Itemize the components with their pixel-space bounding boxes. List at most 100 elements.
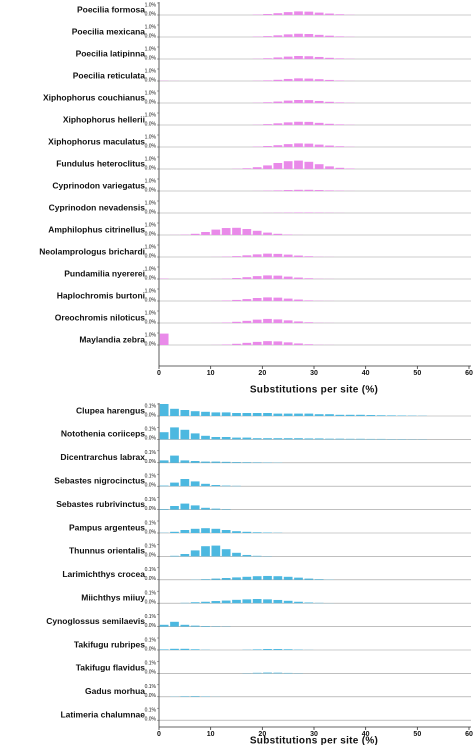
bar xyxy=(294,299,303,301)
x-tick-label: 60 xyxy=(465,731,473,738)
y-tick-label: 0.0% xyxy=(145,55,157,61)
bar xyxy=(273,672,283,674)
bar xyxy=(190,602,200,604)
bar xyxy=(201,435,210,440)
bar xyxy=(273,438,283,440)
bar xyxy=(221,461,231,463)
y-tick-label: 0.0% xyxy=(145,717,157,723)
bar xyxy=(252,649,262,650)
bar xyxy=(252,555,262,557)
species-label: Takifugu flavidus xyxy=(76,663,146,673)
bar xyxy=(273,79,283,81)
y-tick-label: 0.0% xyxy=(145,187,157,193)
x-tick-label: 60 xyxy=(465,370,473,377)
y-tick-label: 0.0% xyxy=(145,412,157,418)
bar xyxy=(345,438,355,440)
y-tick-label: 1.0% xyxy=(145,112,157,118)
bar xyxy=(294,413,303,416)
bar xyxy=(294,11,303,15)
bar xyxy=(159,333,169,345)
bar xyxy=(273,253,283,257)
bar xyxy=(263,297,272,301)
species-label: Poecilia formosa xyxy=(77,4,145,14)
species-label: Sebastes rubrivinctus xyxy=(56,499,145,509)
bar xyxy=(356,414,365,416)
bar xyxy=(190,505,200,510)
species-label: Cynoglossus semilaevis xyxy=(46,616,145,626)
bar xyxy=(180,554,190,557)
bar xyxy=(180,530,190,533)
bar xyxy=(273,599,283,604)
species-label: Gadus morhua xyxy=(85,686,145,696)
bar xyxy=(170,531,179,533)
bar xyxy=(335,146,345,147)
bar xyxy=(273,649,283,650)
bar xyxy=(221,600,231,604)
bar xyxy=(283,649,293,650)
bar xyxy=(242,342,252,345)
bar xyxy=(242,229,252,235)
bar xyxy=(325,123,334,125)
bar xyxy=(242,576,252,580)
bar xyxy=(283,342,293,345)
y-tick-label: 0.0% xyxy=(145,297,157,303)
bar xyxy=(314,34,324,37)
bar xyxy=(232,278,241,279)
bar xyxy=(190,625,200,627)
bar xyxy=(335,438,345,440)
bar xyxy=(304,143,314,147)
y-tick-label: 0.1% xyxy=(145,661,157,667)
bar xyxy=(159,649,169,650)
bar xyxy=(283,298,293,301)
bar xyxy=(211,578,221,580)
species-label: Poecilia latipinna xyxy=(76,48,146,58)
y-tick-label: 0.0% xyxy=(145,99,157,105)
bar xyxy=(242,413,252,416)
bar xyxy=(242,554,252,557)
bar xyxy=(294,321,303,323)
species-label: Amphilophus citrinellus xyxy=(48,224,145,234)
bar xyxy=(273,13,283,15)
y-tick-label: 0.0% xyxy=(145,231,157,237)
y-tick-label: 0.0% xyxy=(145,646,157,652)
bar xyxy=(304,78,314,81)
bar xyxy=(252,413,262,416)
species-label: Pundamilia nyererei xyxy=(64,268,145,278)
bar xyxy=(232,531,241,533)
bar xyxy=(242,320,252,323)
bar xyxy=(335,102,345,103)
bar xyxy=(263,599,272,604)
bar xyxy=(190,528,200,533)
y-tick-label: 0.0% xyxy=(145,600,157,606)
bar xyxy=(283,100,293,103)
bar xyxy=(304,100,314,103)
bar xyxy=(335,36,345,37)
bar xyxy=(170,648,179,650)
bar xyxy=(325,35,334,37)
bar xyxy=(304,322,314,323)
species-label: Latimeria chalumnae xyxy=(60,709,145,719)
y-tick-label: 0.0% xyxy=(145,319,157,325)
bar xyxy=(180,460,190,463)
bar xyxy=(201,507,210,510)
bar xyxy=(232,256,241,257)
bar xyxy=(294,277,303,279)
bar xyxy=(304,189,314,191)
bar xyxy=(314,122,324,125)
y-tick-label: 0.1% xyxy=(145,520,157,526)
bar xyxy=(263,165,272,169)
bar xyxy=(304,438,314,440)
bar xyxy=(304,161,314,169)
bar xyxy=(211,528,221,533)
bar xyxy=(263,341,272,345)
bar xyxy=(159,432,169,440)
y-tick-label: 0.1% xyxy=(145,474,157,480)
species-label: Pampus argenteus xyxy=(69,522,145,532)
bar xyxy=(335,414,345,416)
bar xyxy=(273,413,283,416)
bar xyxy=(263,102,272,103)
bar xyxy=(159,404,169,416)
bar xyxy=(263,124,272,125)
x-axis-label: Substitutions per site (%) xyxy=(250,385,378,396)
